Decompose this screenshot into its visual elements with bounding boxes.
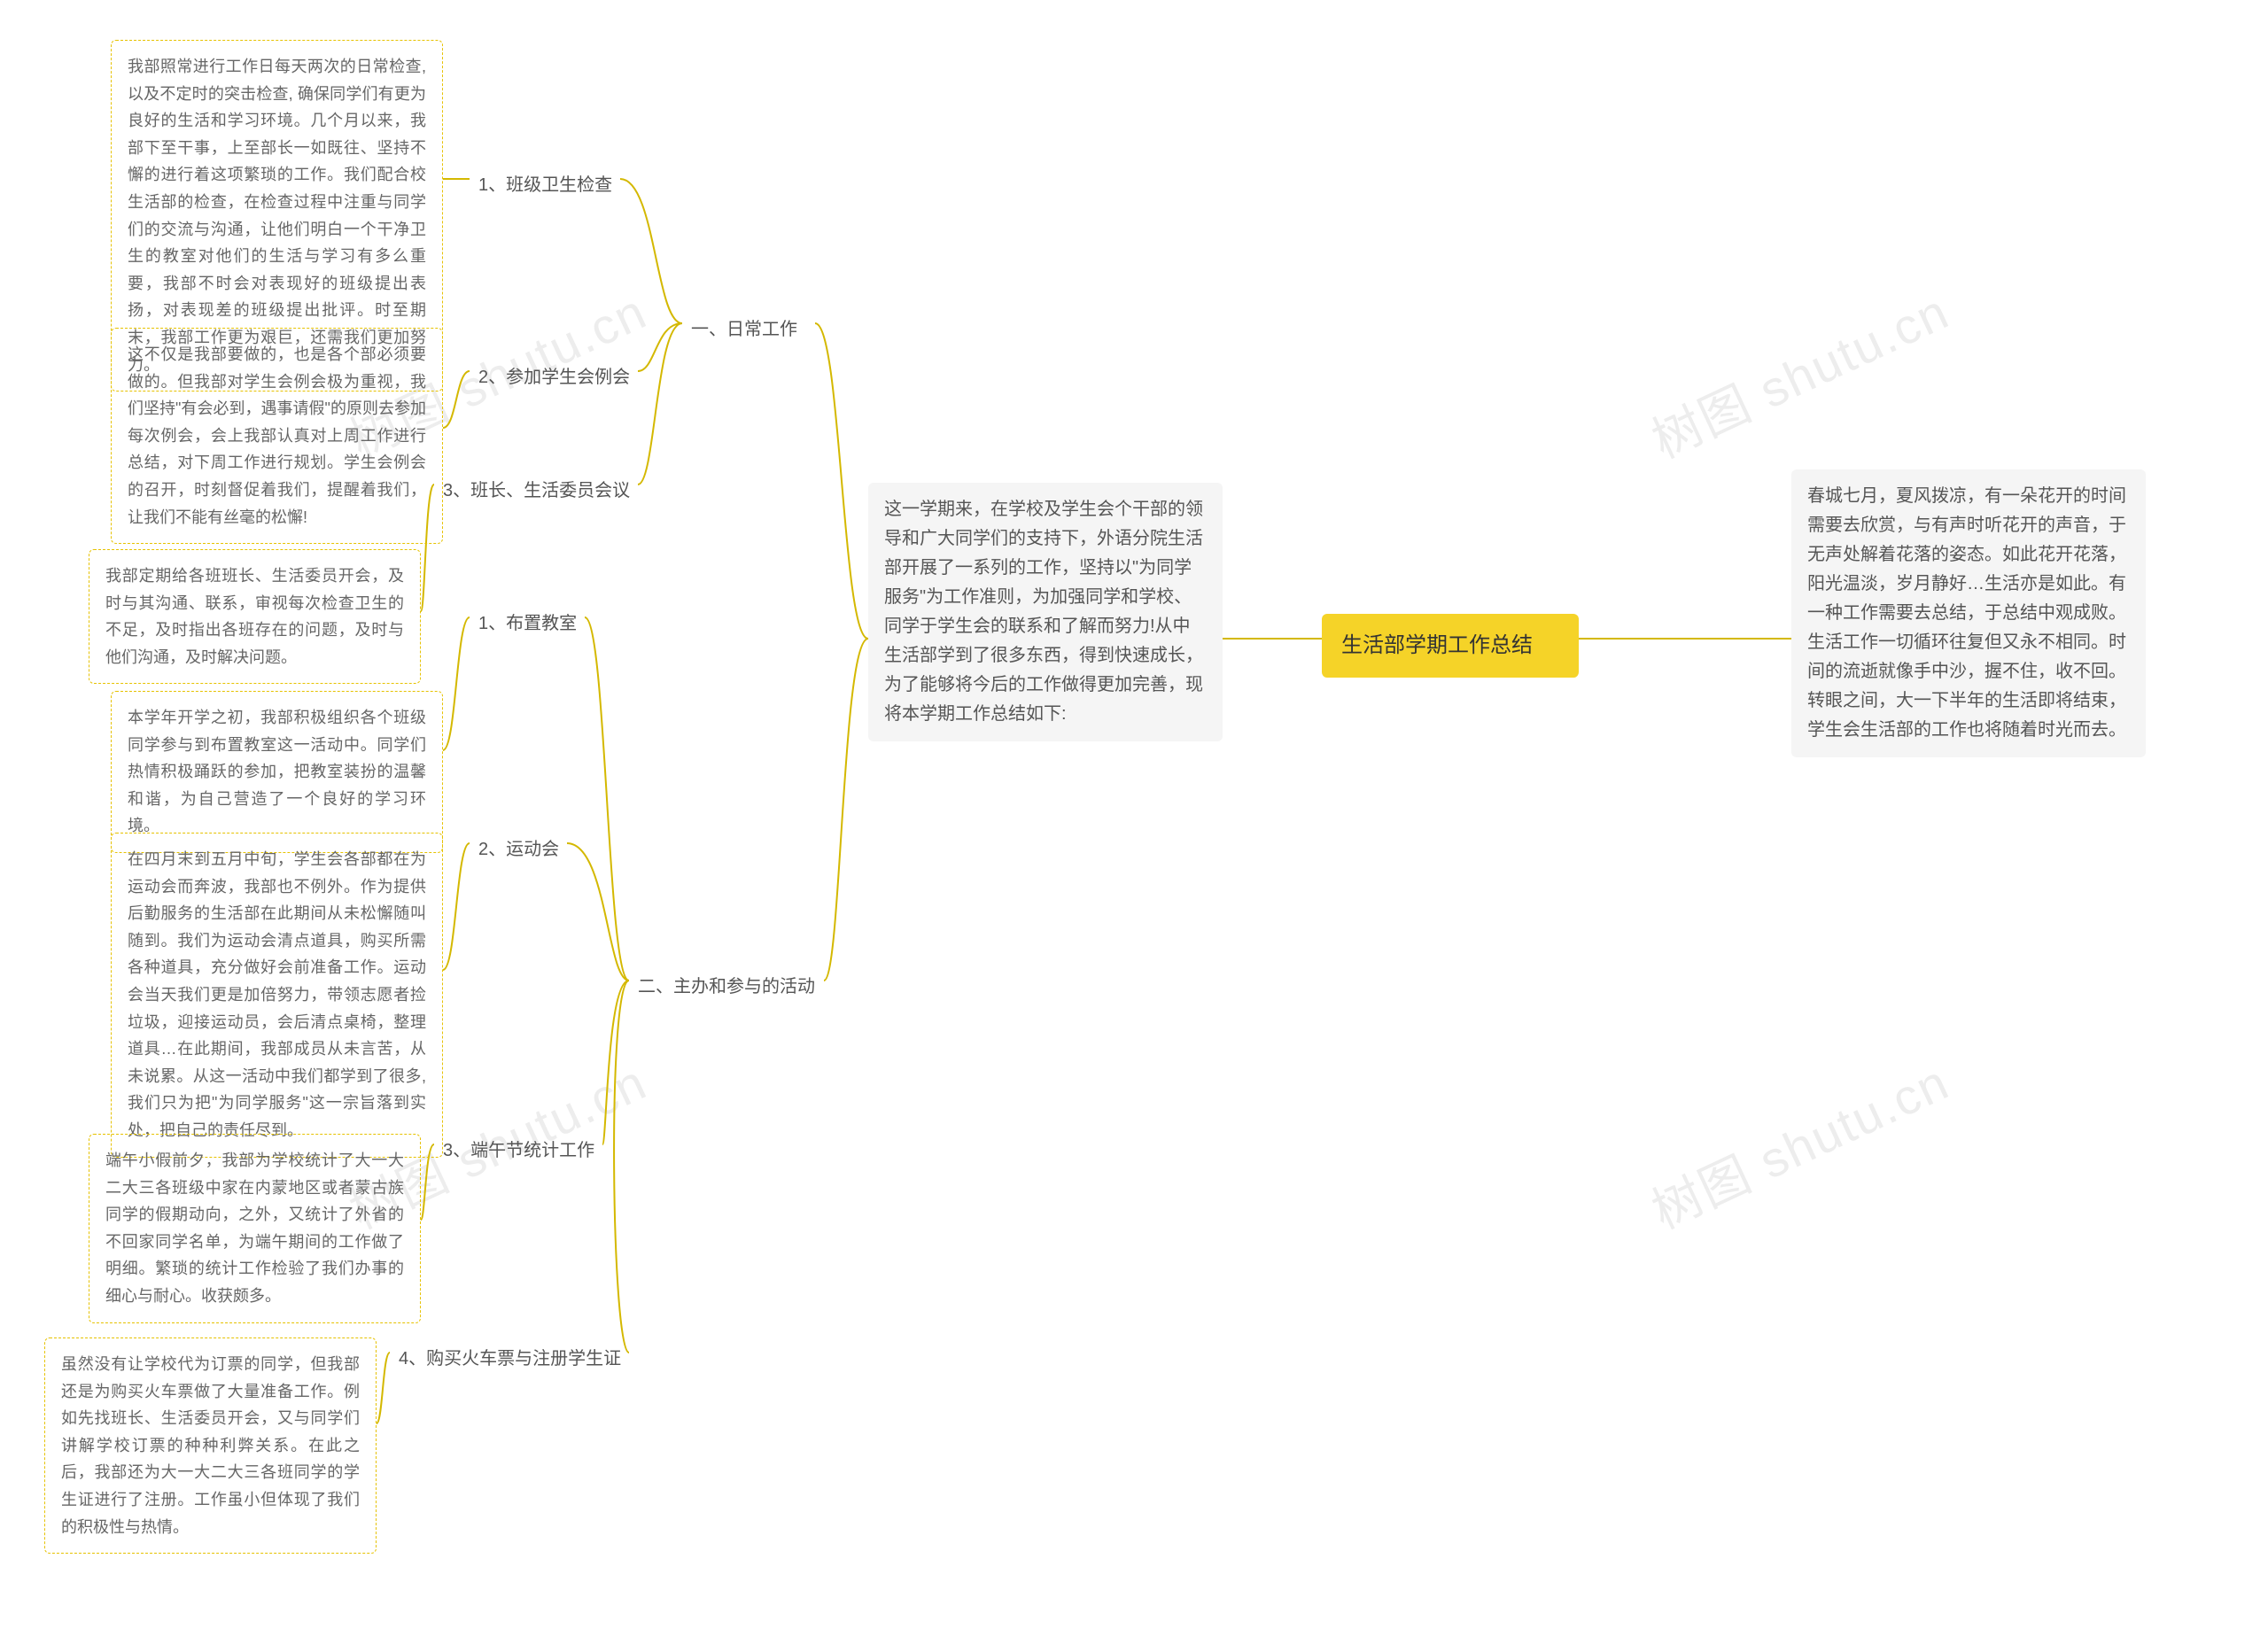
watermark-2: 树图 shutu.cn	[1639, 272, 1960, 472]
sub-s7-text: 4、购买火车票与注册学生证	[399, 1349, 621, 1369]
leaf-l5[interactable]: 在四月末到五月中旬，学生会各部都在为运动会而奔波，我部也不例外。作为提供后勤服务…	[111, 833, 443, 1158]
watermark-text: 树图 shutu.cn	[1643, 283, 1957, 469]
leaf-l2[interactable]: 这不仅是我部要做的，也是各个部必须要做的。但我部对学生会例会极为重视，我们坚持"…	[111, 328, 443, 544]
sub-s3[interactable]: 3、班长、生活委员会议	[434, 469, 639, 513]
root-text: 生活部学期工作总结	[1341, 633, 1533, 657]
sub-s4-text: 1、布置教室	[478, 614, 577, 633]
sub-s2[interactable]: 2、参加学生会例会	[470, 356, 639, 399]
leaf-l5-text: 在四月末到五月中旬，学生会各部都在为运动会而奔波，我部也不例外。作为提供后勤服务…	[128, 850, 426, 1139]
sub-s5[interactable]: 2、运动会	[470, 828, 568, 872]
branch-daily[interactable]: 一、日常工作	[682, 308, 806, 352]
sub-s6[interactable]: 3、端午节统计工作	[434, 1129, 603, 1173]
intro-left-text: 这一学期来，在学校及学生会个干部的领导和广大同学们的支持下，外语分院生活部开展了…	[884, 500, 1203, 724]
branch-activities[interactable]: 二、主办和参与的活动	[629, 965, 824, 1009]
leaf-l7-text: 虽然没有让学校代为订票的同学，但我部还是为购买火车票做了大量准备工作。例如先找班…	[61, 1355, 360, 1536]
watermark-text: 树图 shutu.cn	[1643, 1053, 1957, 1239]
branch-activities-text: 二、主办和参与的活动	[638, 977, 815, 996]
sub-s1-text: 1、班级卫生检查	[478, 175, 612, 195]
sub-s6-text: 3、端午节统计工作	[443, 1141, 594, 1160]
branch-daily-text: 一、日常工作	[691, 320, 797, 339]
intro-right-text: 春城七月，夏风拨凉，有一朵花开的时间需要去欣赏，与有声时听花开的声音，于无声处解…	[1807, 486, 2126, 740]
leaf-l1-text: 我部照常进行工作日每天两次的日常检查, 以及不定时的突击检查, 确保同学们有更为…	[128, 58, 426, 374]
sub-s7[interactable]: 4、购买火车票与注册学生证	[390, 1337, 630, 1381]
leaf-l6-text: 端午小假前夕，我部为学校统计了大一大二大三各班级中家在内蒙地区或者蒙古族同学的假…	[105, 1151, 404, 1305]
watermark-4: 树图 shutu.cn	[1639, 1043, 1960, 1243]
root-node[interactable]: 生活部学期工作总结	[1322, 614, 1579, 678]
leaf-l4[interactable]: 本学年开学之初，我部积极组织各个班级同学参与到布置教室这一活动中。同学们热情积极…	[111, 691, 443, 853]
leaf-l4-text: 本学年开学之初，我部积极组织各个班级同学参与到布置教室这一活动中。同学们热情积极…	[128, 709, 426, 834]
sub-s3-text: 3、班长、生活委员会议	[443, 481, 630, 500]
sub-s1[interactable]: 1、班级卫生检查	[470, 164, 621, 207]
sub-s4[interactable]: 1、布置教室	[470, 602, 586, 646]
intro-left[interactable]: 这一学期来，在学校及学生会个干部的领导和广大同学们的支持下，外语分院生活部开展了…	[868, 483, 1223, 741]
leaf-l7[interactable]: 虽然没有让学校代为订票的同学，但我部还是为购买火车票做了大量准备工作。例如先找班…	[44, 1337, 377, 1554]
leaf-l6[interactable]: 端午小假前夕，我部为学校统计了大一大二大三各班级中家在内蒙地区或者蒙古族同学的假…	[89, 1134, 421, 1323]
sub-s5-text: 2、运动会	[478, 840, 559, 859]
sub-s2-text: 2、参加学生会例会	[478, 368, 630, 387]
leaf-l2-text: 这不仅是我部要做的，也是各个部必须要做的。但我部对学生会例会极为重视，我们坚持"…	[128, 345, 426, 526]
intro-right[interactable]: 春城七月，夏风拨凉，有一朵花开的时间需要去欣赏，与有声时听花开的声音，于无声处解…	[1791, 469, 2146, 757]
leaf-l3-text: 我部定期给各班班长、生活委员开会，及时与其沟通、联系，审视每次检查卫生的不足，及…	[105, 567, 404, 666]
leaf-l3[interactable]: 我部定期给各班班长、生活委员开会，及时与其沟通、联系，审视每次检查卫生的不足，及…	[89, 549, 421, 684]
